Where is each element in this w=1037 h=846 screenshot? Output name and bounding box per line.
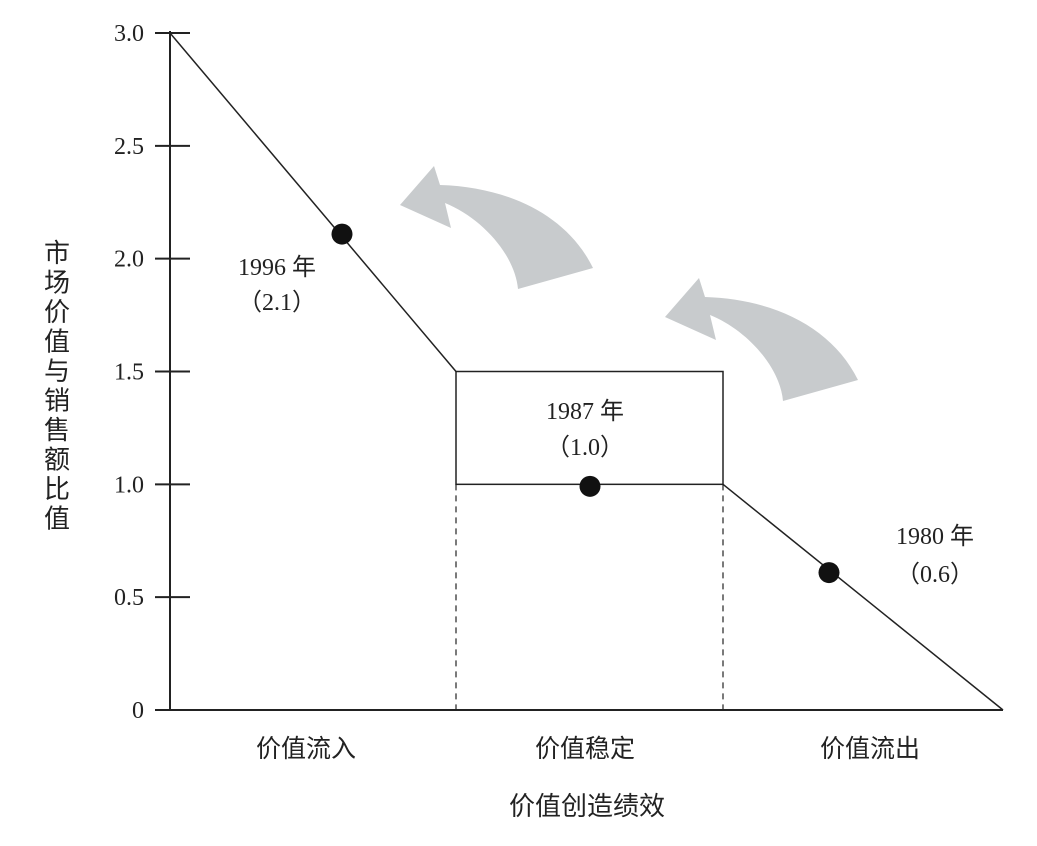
value-curve: [169, 32, 1004, 711]
y-axis-title-char: 价: [44, 298, 70, 327]
point-value-label: （0.6）: [896, 562, 974, 588]
y-tick-label: 1.5: [114, 360, 144, 386]
point-year-label: 1980 年: [896, 523, 974, 550]
y-axis-title-char: 销: [44, 387, 70, 416]
y-tick-label: 0: [132, 698, 144, 724]
y-axis-title-char: 比: [44, 475, 70, 504]
y-axis-title-char: 场: [44, 269, 70, 298]
point-year-label: 1996 年: [238, 254, 316, 281]
y-axis-title-char: 与: [44, 357, 70, 386]
y-tick-label: 2.0: [114, 247, 144, 273]
stable-band-box: [455, 370, 724, 486]
point-year-label: 1987 年: [546, 398, 624, 425]
point-value-label: （2.1）: [238, 290, 316, 316]
y-axis-title-char: 值: [44, 505, 70, 534]
y-axis-title-char: 额: [44, 446, 70, 475]
y-axis-title-char: 市: [44, 239, 70, 268]
y-tick-label: 0.5: [114, 585, 144, 611]
category-label-stable: 价值稳定: [535, 735, 635, 763]
y-axis-ticks: 0 0.5 1.0 1.5 2.0 2.5 3.0: [114, 21, 190, 724]
data-points: 1996 年 （2.1） 1987 年 （1.0） 1980 年 （0.6）: [238, 223, 974, 588]
category-label-outflow: 价值流出: [820, 735, 920, 763]
migration-arrow-upper: [400, 166, 593, 289]
y-axis-title-char: 售: [44, 416, 70, 445]
migration-arrow-lower: [665, 278, 858, 401]
data-point: [579, 475, 601, 497]
category-label-inflow: 价值流入: [256, 735, 356, 763]
inflow-segment: [169, 32, 457, 372]
y-tick-label: 3.0: [114, 21, 144, 47]
y-tick-label: 1.0: [114, 472, 144, 498]
data-point: [331, 223, 353, 245]
y-axis-title: 市场价值与销售额比值: [44, 239, 70, 534]
y-tick-label: 2.5: [114, 134, 144, 160]
migration-arrows: [400, 166, 858, 401]
data-point: [818, 562, 840, 584]
outflow-segment: [722, 483, 1004, 711]
y-axis-title-char: 值: [44, 328, 70, 357]
x-axis-title: 价值创造绩效: [509, 792, 665, 821]
point-value-label: （1.0）: [546, 435, 624, 461]
